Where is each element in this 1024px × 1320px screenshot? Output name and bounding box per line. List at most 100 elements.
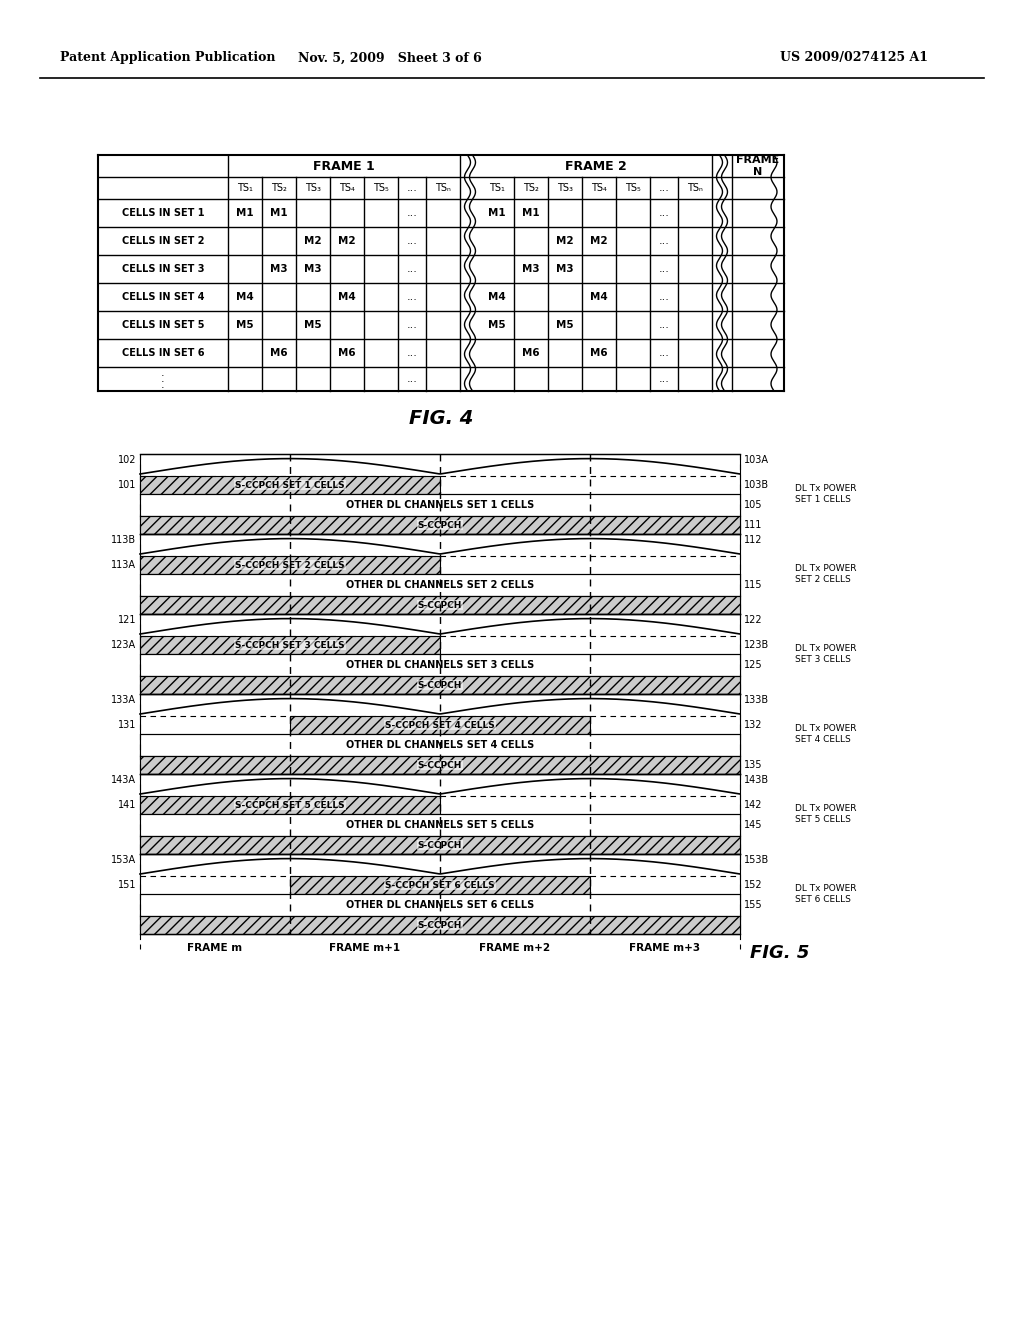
Text: CELLS IN SET 2: CELLS IN SET 2 [122, 236, 204, 246]
Text: ...: ... [658, 348, 670, 358]
Text: S-CCPCH: S-CCPCH [418, 681, 462, 689]
Bar [140, 597, 740, 614]
Text: M6: M6 [338, 348, 355, 358]
Text: M3: M3 [270, 264, 288, 275]
Text: S-CCPCH: S-CCPCH [418, 920, 462, 929]
Text: ...: ... [658, 374, 670, 384]
Text: DL Tx POWER
SET 2 CELLS: DL Tx POWER SET 2 CELLS [795, 565, 856, 583]
Text: TSₙ: TSₙ [687, 183, 702, 193]
Text: ...: ... [658, 209, 670, 218]
Bar [140, 614, 740, 694]
Text: TS₄: TS₄ [339, 183, 355, 193]
Text: 142: 142 [744, 800, 763, 810]
Text: 121: 121 [118, 615, 136, 624]
Text: FRAME 2: FRAME 2 [565, 160, 627, 173]
Text: S-CCPCH: S-CCPCH [418, 601, 462, 610]
Text: 122: 122 [744, 615, 763, 624]
Text: ...: ... [658, 236, 670, 246]
Text: 153A: 153A [111, 855, 136, 865]
Text: TSₙ: TSₙ [435, 183, 451, 193]
Text: M4: M4 [590, 292, 608, 302]
Bar [140, 694, 740, 774]
Text: M3: M3 [556, 264, 573, 275]
Text: OTHER DL CHANNELS SET 5 CELLS: OTHER DL CHANNELS SET 5 CELLS [346, 820, 535, 830]
Text: FRAME
N: FRAME N [736, 156, 779, 177]
Text: .: . [161, 380, 165, 389]
Text: M5: M5 [237, 319, 254, 330]
Text: DL Tx POWER
SET 5 CELLS: DL Tx POWER SET 5 CELLS [795, 804, 856, 824]
Bar [140, 916, 740, 935]
Text: M6: M6 [522, 348, 540, 358]
Text: 105: 105 [744, 500, 763, 510]
Text: FRAME m: FRAME m [187, 942, 243, 953]
Text: 101: 101 [118, 480, 136, 490]
Bar [140, 477, 440, 494]
Text: 123A: 123A [111, 640, 136, 649]
Text: M4: M4 [338, 292, 356, 302]
Text: S-CCPCH SET 1 CELLS: S-CCPCH SET 1 CELLS [236, 480, 345, 490]
Text: OTHER DL CHANNELS SET 3 CELLS: OTHER DL CHANNELS SET 3 CELLS [346, 660, 535, 671]
Text: 102: 102 [118, 455, 136, 465]
Text: ...: ... [407, 348, 418, 358]
Bar [140, 494, 740, 516]
Text: 132: 132 [744, 719, 763, 730]
Text: CELLS IN SET 5: CELLS IN SET 5 [122, 319, 204, 330]
Bar [140, 756, 740, 774]
Bar [140, 676, 740, 694]
Text: 112: 112 [744, 535, 763, 545]
Text: TS₁: TS₁ [489, 183, 505, 193]
Text: S-CCPCH SET 6 CELLS: S-CCPCH SET 6 CELLS [385, 880, 495, 890]
Text: OTHER DL CHANNELS SET 4 CELLS: OTHER DL CHANNELS SET 4 CELLS [346, 741, 535, 750]
Text: ...: ... [658, 264, 670, 275]
Text: TS₁: TS₁ [238, 183, 253, 193]
Text: S-CCPCH SET 3 CELLS: S-CCPCH SET 3 CELLS [236, 640, 345, 649]
Text: S-CCPCH: S-CCPCH [418, 841, 462, 850]
Text: ...: ... [658, 319, 670, 330]
Text: ...: ... [407, 236, 418, 246]
Text: 113A: 113A [111, 560, 136, 570]
Text: 133A: 133A [111, 696, 136, 705]
Bar [140, 854, 740, 935]
Text: 141: 141 [118, 800, 136, 810]
Text: 135: 135 [744, 760, 763, 770]
Text: 115: 115 [744, 579, 763, 590]
Text: 152: 152 [744, 880, 763, 890]
Text: DL Tx POWER
SET 1 CELLS: DL Tx POWER SET 1 CELLS [795, 484, 856, 504]
Text: TS₅: TS₅ [373, 183, 389, 193]
Text: M5: M5 [304, 319, 322, 330]
Bar [140, 734, 740, 756]
Text: CELLS IN SET 6: CELLS IN SET 6 [122, 348, 204, 358]
Text: M3: M3 [522, 264, 540, 275]
Text: M1: M1 [522, 209, 540, 218]
Text: ...: ... [658, 292, 670, 302]
Text: .: . [161, 368, 165, 378]
Text: CELLS IN SET 4: CELLS IN SET 4 [122, 292, 204, 302]
Text: M4: M4 [488, 292, 506, 302]
Text: 153B: 153B [744, 855, 769, 865]
Text: TS₃: TS₃ [557, 183, 573, 193]
Text: Nov. 5, 2009   Sheet 3 of 6: Nov. 5, 2009 Sheet 3 of 6 [298, 51, 482, 65]
Text: S-CCPCH: S-CCPCH [418, 760, 462, 770]
Text: ...: ... [407, 292, 418, 302]
Bar [290, 876, 590, 894]
Text: DL Tx POWER
SET 6 CELLS: DL Tx POWER SET 6 CELLS [795, 884, 856, 904]
Bar [140, 454, 740, 535]
Text: Patent Application Publication: Patent Application Publication [60, 51, 275, 65]
Text: 143A: 143A [111, 775, 136, 785]
Bar [140, 516, 740, 535]
Text: CELLS IN SET 1: CELLS IN SET 1 [122, 209, 204, 218]
Bar [140, 556, 440, 574]
Text: 133B: 133B [744, 696, 769, 705]
Bar [140, 796, 440, 814]
Text: S-CCPCH SET 5 CELLS: S-CCPCH SET 5 CELLS [236, 800, 345, 809]
Bar [140, 653, 740, 676]
Text: CELLS IN SET 3: CELLS IN SET 3 [122, 264, 204, 275]
Text: M3: M3 [304, 264, 322, 275]
Text: M1: M1 [270, 209, 288, 218]
Bar [140, 636, 440, 653]
Text: 155: 155 [744, 900, 763, 909]
Text: M2: M2 [304, 236, 322, 246]
Text: M1: M1 [488, 209, 506, 218]
Bar [140, 535, 740, 614]
Text: FIG. 4: FIG. 4 [409, 409, 473, 429]
